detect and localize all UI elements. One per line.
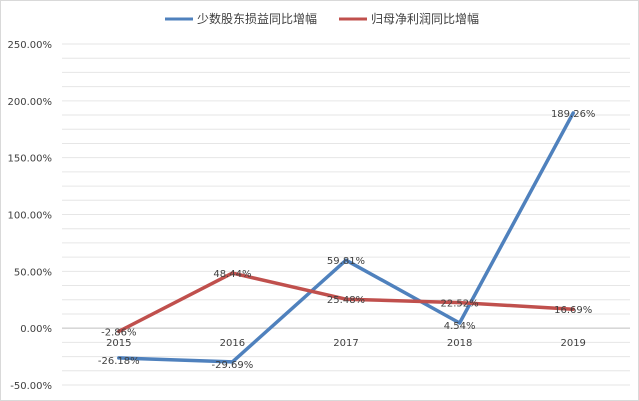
x-tick-label: 2017 bbox=[333, 338, 358, 349]
legend-label-series-1: 少数股东损益同比增幅 bbox=[197, 11, 317, 26]
x-tick-label: 2019 bbox=[560, 338, 585, 349]
x-axis: 2015 2016 2017 2018 2019 bbox=[106, 338, 586, 349]
y-tick-label: 0.00% bbox=[20, 324, 52, 335]
data-label-series-1: -29.69% bbox=[212, 360, 254, 371]
y-tick-label: 50.00% bbox=[14, 267, 52, 278]
data-label-series-1: 4.54% bbox=[444, 321, 476, 332]
y-axis: 250.00% 200.00% 150.00% 100.00% 50.00% 0.00% -… bbox=[8, 40, 53, 392]
data-label-series-1: 189.26% bbox=[551, 109, 596, 120]
data-label-series-2: 48.44% bbox=[213, 269, 251, 280]
legend-label-series-2: 归母净利润同比增幅 bbox=[371, 11, 479, 26]
series-line-1[interactable] bbox=[117, 111, 575, 364]
data-label-series-2: 22.52% bbox=[441, 299, 479, 310]
x-tick-label: 2018 bbox=[447, 338, 472, 349]
data-label-series-2: -2.86% bbox=[101, 327, 136, 338]
data-label-series-2: 25.48% bbox=[327, 295, 365, 306]
series-lines bbox=[117, 111, 575, 364]
y-tick-label: 150.00% bbox=[8, 154, 53, 165]
y-tick-label: 250.00% bbox=[8, 40, 53, 51]
legend-item-series-2[interactable]: 归母净利润同比增幅 bbox=[339, 11, 479, 26]
data-labels: -26.18% -29.69% 59.81% 4.54% 189.26% -2.86% 48… bbox=[98, 109, 596, 371]
legend: 少数股东损益同比增幅 归母净利润同比增幅 bbox=[165, 11, 479, 26]
y-tick-label: 200.00% bbox=[8, 97, 53, 108]
x-tick-label: 2016 bbox=[220, 338, 245, 349]
data-label-series-2: 16.69% bbox=[554, 305, 592, 316]
data-label-series-1: -26.18% bbox=[98, 356, 140, 367]
series-line-2[interactable] bbox=[117, 271, 575, 334]
x-tick-label: 2015 bbox=[106, 338, 131, 349]
legend-item-series-1[interactable]: 少数股东损益同比增幅 bbox=[165, 11, 317, 26]
y-tick-label: 100.00% bbox=[8, 211, 53, 222]
y-tick-label: -50.00% bbox=[10, 381, 52, 392]
data-label-series-1: 59.81% bbox=[327, 256, 365, 267]
